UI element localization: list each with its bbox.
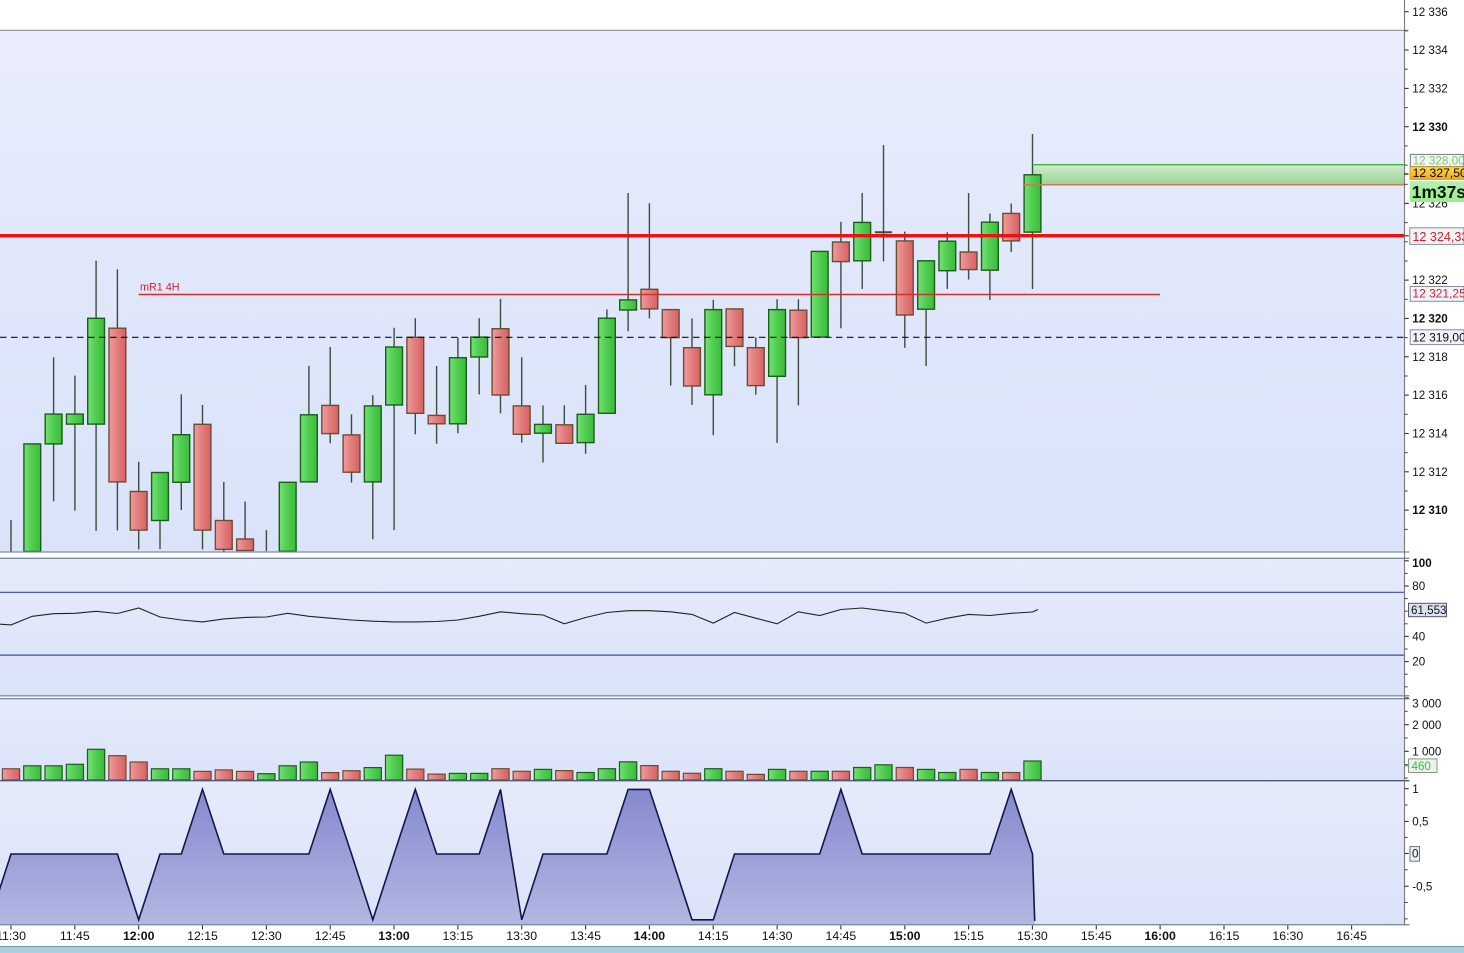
svg-text:15:00: 15:00: [889, 929, 921, 943]
svg-text:12 327,50: 12 327,50: [1413, 166, 1464, 180]
svg-text:12 330: 12 330: [1412, 121, 1447, 134]
svg-text:12:30: 12:30: [251, 929, 282, 943]
svg-text:12 336: 12 336: [1412, 6, 1447, 19]
svg-text:1: 1: [1412, 783, 1418, 796]
svg-text:13:45: 13:45: [570, 929, 601, 943]
svg-text:13:00: 13:00: [378, 929, 410, 943]
svg-text:12 312: 12 312: [1412, 466, 1447, 479]
svg-text:11:30: 11:30: [0, 929, 26, 943]
svg-text:16:15: 16:15: [1209, 929, 1240, 943]
svg-text:-0,5: -0,5: [1412, 880, 1432, 893]
svg-text:12:45: 12:45: [315, 929, 346, 943]
svg-text:61,553: 61,553: [1411, 604, 1446, 617]
svg-text:12 314: 12 314: [1412, 428, 1448, 441]
svg-text:15:45: 15:45: [1081, 929, 1112, 943]
svg-text:80: 80: [1412, 580, 1425, 593]
svg-text:15:15: 15:15: [953, 929, 984, 943]
svg-text:0: 0: [1412, 848, 1418, 861]
svg-text:14:30: 14:30: [762, 929, 793, 943]
svg-text:12 319,00: 12 319,00: [1412, 330, 1464, 344]
svg-text:15:30: 15:30: [1017, 929, 1048, 943]
svg-text:20: 20: [1412, 656, 1425, 669]
svg-text:14:45: 14:45: [826, 929, 857, 943]
svg-text:40: 40: [1412, 631, 1425, 644]
svg-text:12 320: 12 320: [1412, 313, 1447, 326]
svg-text:12 321,25: 12 321,25: [1412, 287, 1464, 301]
svg-text:2 000: 2 000: [1412, 719, 1441, 732]
svg-text:12 316: 12 316: [1412, 389, 1447, 402]
svg-text:12 318: 12 318: [1412, 351, 1447, 364]
svg-text:11:45: 11:45: [60, 929, 90, 943]
svg-text:mR1 4H: mR1 4H: [140, 282, 180, 294]
svg-text:100: 100: [1412, 557, 1431, 570]
svg-text:12 328,00: 12 328,00: [1413, 154, 1464, 167]
svg-text:14:15: 14:15: [698, 929, 729, 943]
svg-text:12:15: 12:15: [187, 929, 218, 943]
svg-text:14:00: 14:00: [634, 929, 666, 943]
svg-text:16:00: 16:00: [1144, 929, 1176, 943]
svg-text:12 322: 12 322: [1412, 274, 1447, 287]
svg-text:12 310: 12 310: [1412, 504, 1447, 517]
svg-text:12 332: 12 332: [1412, 83, 1447, 96]
svg-text:1m37s: 1m37s: [1412, 182, 1464, 202]
svg-text:12:00: 12:00: [123, 929, 155, 943]
svg-text:16:45: 16:45: [1336, 929, 1367, 943]
svg-text:460: 460: [1412, 760, 1431, 773]
svg-text:13:15: 13:15: [443, 929, 474, 943]
svg-text:12 334: 12 334: [1412, 44, 1448, 57]
svg-text:12 324,33: 12 324,33: [1412, 230, 1464, 244]
svg-text:1 000: 1 000: [1412, 745, 1441, 758]
svg-text:16:30: 16:30: [1272, 929, 1303, 943]
svg-text:0,5: 0,5: [1412, 816, 1428, 829]
svg-text:3 000: 3 000: [1412, 697, 1441, 710]
svg-text:13:30: 13:30: [506, 929, 537, 943]
